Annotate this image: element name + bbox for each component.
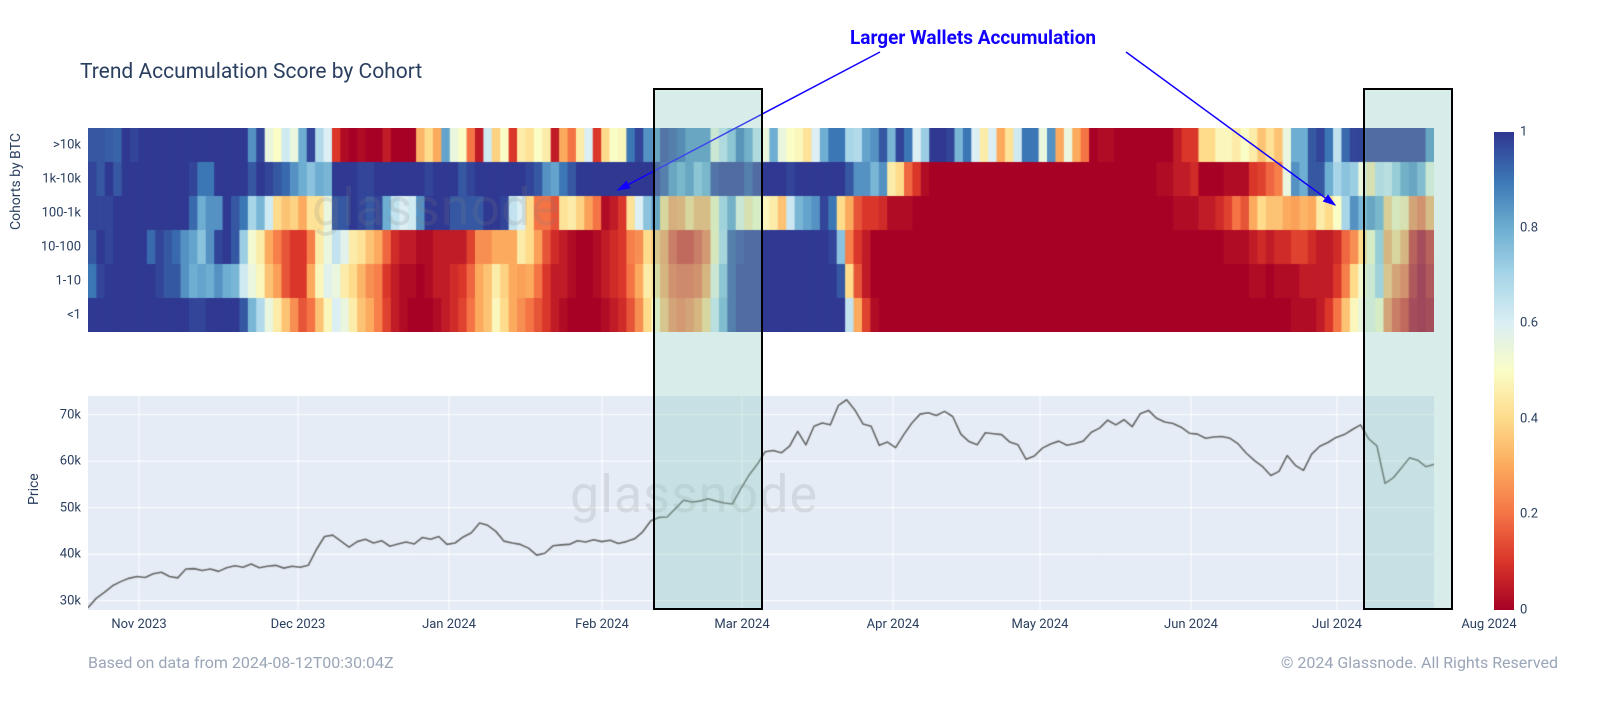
chart-title: Trend Accumulation Score by Cohort xyxy=(80,60,422,84)
price-ytick: 60k xyxy=(60,455,81,468)
x-axis-tick: Mar 2024 xyxy=(714,617,769,632)
colorbar-tick: 1 xyxy=(1520,126,1527,139)
annotation-label: Larger Wallets Accumulation xyxy=(850,26,1096,49)
colorbar-tick: 0 xyxy=(1520,604,1527,617)
heatmap-ytick: 10-100 xyxy=(41,241,81,254)
x-axis-tick: Dec 2023 xyxy=(271,617,326,632)
x-axis-tick: Jan 2024 xyxy=(422,617,476,632)
heatmap-canvas xyxy=(88,128,1434,332)
price-panel xyxy=(88,396,1434,610)
heatmap-y-axis-label: Cohorts by BTC xyxy=(8,133,24,230)
price-canvas xyxy=(88,396,1434,610)
heatmap-ytick: 1-10 xyxy=(55,275,81,288)
colorbar-tick: 0.6 xyxy=(1520,317,1538,330)
heatmap-ytick: <1 xyxy=(67,309,81,322)
heatmap-ytick: >10k xyxy=(53,139,81,152)
heatmap-ytick: 1k-10k xyxy=(42,173,81,186)
colorbar-tick: 0.8 xyxy=(1520,221,1538,234)
heatmap-ytick: 100-1k xyxy=(42,207,81,220)
colorbar-tick: 0.4 xyxy=(1520,412,1538,425)
footer-data-timestamp: Based on data from 2024-08-12T00:30:04Z xyxy=(88,653,394,672)
footer-copyright: © 2024 Glassnode. All Rights Reserved xyxy=(1281,653,1558,672)
price-ytick: 70k xyxy=(60,408,81,421)
x-axis-tick: Nov 2023 xyxy=(111,617,166,632)
x-axis-tick: Jun 2024 xyxy=(1164,617,1218,632)
price-y-axis-label: Price xyxy=(26,473,42,505)
price-ytick: 30k xyxy=(60,594,81,607)
x-axis-tick: Apr 2024 xyxy=(867,617,920,632)
x-axis-tick: Aug 2024 xyxy=(1461,617,1516,632)
x-axis-tick: May 2024 xyxy=(1012,617,1069,632)
colorbar-tick: 0.2 xyxy=(1520,508,1538,521)
colorbar-canvas xyxy=(1494,132,1514,610)
price-ytick: 50k xyxy=(60,501,81,514)
x-axis-tick: Feb 2024 xyxy=(575,617,629,632)
price-ytick: 40k xyxy=(60,548,81,561)
x-axis-tick: Jul 2024 xyxy=(1312,617,1362,632)
colorbar xyxy=(1494,132,1514,610)
heatmap-panel xyxy=(88,128,1434,332)
